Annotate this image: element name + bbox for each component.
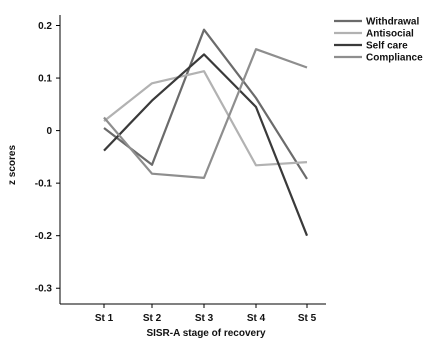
x-tick-label: St 5: [298, 313, 317, 324]
legend-label: Antisocial: [366, 29, 414, 40]
x-axis-title: SISR-A stage of recovery: [146, 328, 266, 339]
series-line-self-care: [103, 53, 309, 237]
x-tick-label: St 1: [95, 313, 114, 324]
legend-label: Self care: [366, 41, 408, 52]
series-line-compliance: [103, 48, 308, 179]
y-tick-label: -0.2: [35, 231, 53, 242]
axes: 0.2 0.1 0 -0.1 -0.2 -0.3 St 1 St 2 St 3 St 4 St 5: [35, 15, 326, 324]
y-tick-label: 0: [46, 126, 52, 137]
legend-label: Compliance: [366, 53, 423, 64]
x-tick-label: St 4: [247, 313, 266, 324]
y-tick-label: 0.1: [38, 74, 52, 85]
legend-label: Withdrawal: [366, 17, 419, 28]
series-line-withdrawal: [103, 28, 308, 180]
y-tick-label: 0.2: [38, 21, 52, 32]
y-tick-label: -0.1: [35, 179, 53, 190]
series-line-antisocial: [103, 70, 308, 167]
plot-area: [103, 28, 309, 237]
x-tick-label: St 2: [143, 313, 162, 324]
y-tick-label: -0.3: [35, 284, 53, 295]
y-axis-title: z scores: [7, 145, 18, 185]
x-tick-label: St 3: [195, 313, 214, 324]
